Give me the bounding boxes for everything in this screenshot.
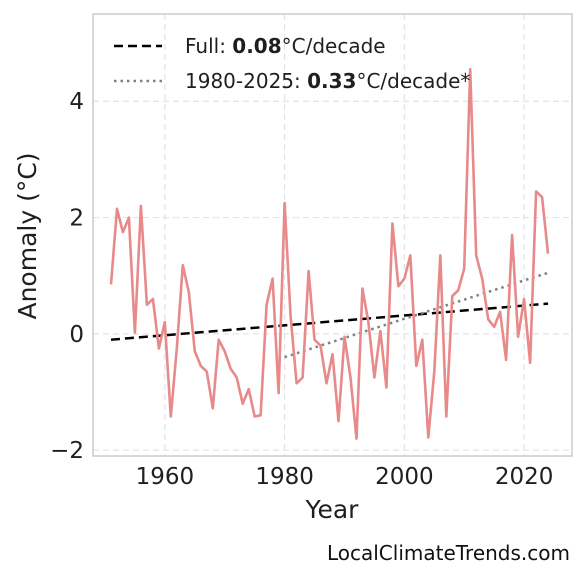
y-axis-label: Anomaly (°C) <box>13 152 42 319</box>
legend-label-full: Full: 0.08°C/decade <box>185 34 386 58</box>
plot-frame <box>92 13 573 457</box>
x-tick-label: 2020 <box>495 464 554 490</box>
y-tick-label: 2 <box>69 206 84 232</box>
trend-line-recent <box>284 271 549 359</box>
y-tick-labels: −2 0 2 4 <box>50 89 84 464</box>
legend-full-prefix: Full: <box>185 34 232 58</box>
y-tick-label: 4 <box>69 89 84 115</box>
x-axis-label: Year <box>305 495 360 524</box>
legend-full-suffix: °C/decade <box>282 34 386 58</box>
x-tick-label: 2000 <box>375 464 434 490</box>
y-tick-label: −2 <box>50 438 84 464</box>
legend: Full: 0.08°C/decade 1980-2025: 0.33°C/de… <box>114 34 470 93</box>
trend-lines <box>110 302 549 341</box>
legend-full-value: 0.08 <box>232 34 281 58</box>
x-tick-labels: 1960 1980 2000 2020 <box>136 464 554 490</box>
x-tick-label: 1980 <box>255 464 314 490</box>
legend-recent-prefix: 1980-2025: <box>185 69 307 93</box>
credit-text: LocalClimateTrends.com <box>327 541 570 565</box>
series <box>109 67 550 440</box>
y-tick-label: 0 <box>69 322 84 348</box>
legend-recent-value: 0.33 <box>307 69 356 93</box>
anomaly-series-line <box>109 67 550 440</box>
legend-label-recent: 1980-2025: 0.33°C/decade* <box>185 69 470 93</box>
trend-line-full <box>110 302 549 341</box>
legend-recent-suffix: °C/decade* <box>356 69 470 93</box>
x-tick-label: 1960 <box>136 464 195 490</box>
